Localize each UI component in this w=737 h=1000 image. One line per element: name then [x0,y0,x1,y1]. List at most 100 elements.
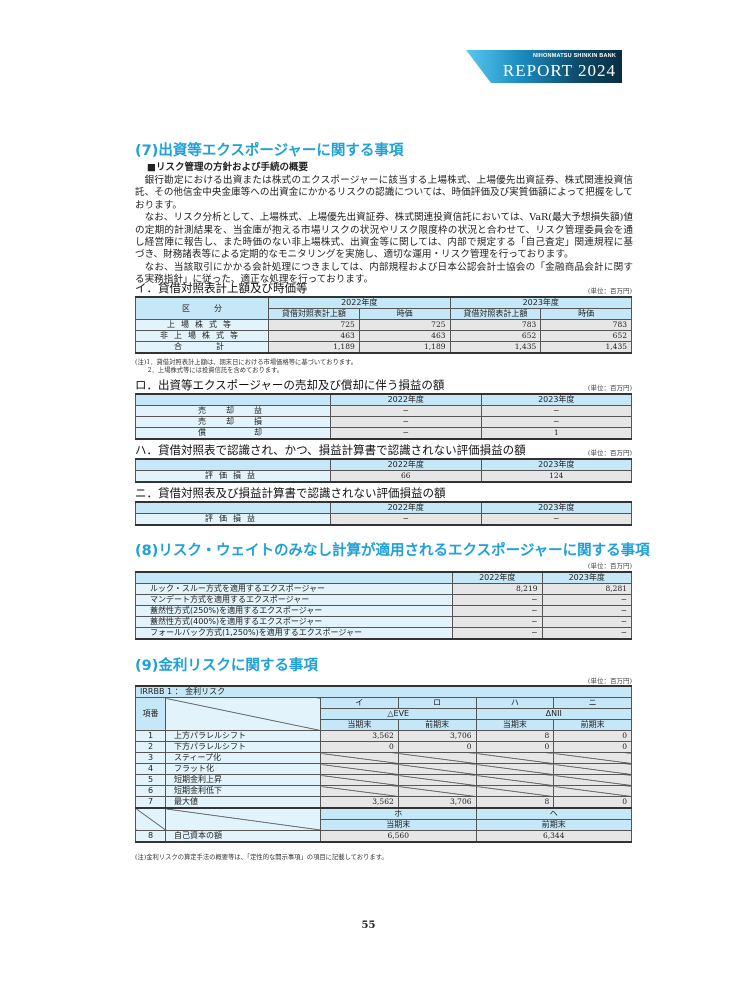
item-no-header: 項番 [135,697,166,731]
group-header: △EVE [320,708,477,720]
item-no: 8 [135,830,166,843]
blank-header [135,393,331,406]
col-letter: ハ [475,697,555,709]
row-label: 売 却 益 [135,405,331,417]
item-no: 5 [135,774,166,786]
table-row: 売 却 損 − − [135,416,632,428]
table-row: 上場株式等 725 725 783 783 [135,319,632,331]
value-cell: 6,344 [475,830,632,843]
col-letter: ヘ [475,807,632,820]
row-label: 上場株式等 [135,319,269,331]
row-label: 蓋然性方式(400%)を適用するエクスポージャー [135,616,453,628]
not-applicable-cell [397,752,477,764]
row-label: 売 却 損 [135,416,331,428]
value-cell: 8 [475,730,555,742]
row-label: 評価損益 [135,470,331,483]
value-cell: 3,706 [397,730,477,742]
col-letter: ロ [397,697,477,709]
item-no: 2 [135,741,166,753]
value-cell: 0 [397,741,477,753]
value-cell: − [480,513,632,526]
value-cell: 783 [449,319,542,331]
table-row: 2 下方パラレルシフト 0 0 0 0 [135,741,632,753]
period-header: 当期末 [320,719,399,731]
not-applicable-cell [397,763,477,775]
table-ni-heading: ニ．貸借対照表及び損益計算書で認識されない評価損益の額 [135,486,446,500]
year-header: 2023年度 [541,571,632,584]
table-row: 償 却 −1 [135,427,632,440]
value-cell: 6,560 [320,830,477,843]
table-i-notes: (注)1．貸借対照表計上額は、期末日における市場価格等に基づいております。 2．… [135,359,357,375]
value-cell: − [541,594,632,606]
unit-label: (単位：百万円) [587,384,632,392]
value-cell: − [452,627,543,640]
table-row: 3 スティープ化 [135,752,632,764]
value-cell: − [330,405,482,417]
table-title: IRRBB 1 ： 金利リスク [135,685,632,698]
unit-label: (単位：百万円) [587,562,632,570]
section-8-title: (8)リスク・ウェイトのみなし計算が適用されるエクスポージャーに関する事項 [135,543,650,559]
table-ro-heading: ロ．出資等エクスポージャーの売却及び償却に伴う損益の額 [135,378,445,392]
row-label: 上方パラレルシフト [165,730,321,742]
section-7-title: (7)出資等エクスポージャーに関する事項 [135,143,404,159]
table-row: 1 上方パラレルシフト 3,562 3,706 8 0 [135,730,632,742]
value-cell: − [330,513,482,526]
unit-label: (単位：百万円) [587,287,632,295]
table-ni: 2022年度 2023年度 評価損益 − − [135,501,632,526]
year-header: 2023年度 [480,393,632,406]
value-cell: 8,219 [452,583,543,595]
table-row: マンデート方式を適用するエクスポージャー − − [135,594,632,606]
value-cell: − [330,416,482,428]
unit-label: (単位：百万円) [587,449,632,457]
table-row: 非上場株式等 463 463 652 652 [135,330,632,342]
value-cell: 3,562 [320,796,399,809]
value-cell: 463 [358,330,451,342]
not-applicable-cell [553,752,632,764]
not-applicable-cell [553,774,632,786]
year-header: 2022年度 [268,296,451,309]
group-header: ΔNII [475,708,632,720]
year-header: 2022年度 [330,458,482,471]
table-i: 区 分 2022年度 2023年度 貸借対照表計上額 時価 貸借対照表計上額 時価 上… [135,296,632,354]
year-header: 2023年度 [480,501,632,514]
value-cell: 0 [553,796,632,809]
not-applicable-cell [475,774,555,786]
col-letter: ニ [553,697,632,709]
row-label: スティープ化 [165,752,321,764]
not-applicable-cell [320,774,399,786]
row-label: ルック・スルー方式を適用するエクスポージャー [135,583,453,595]
value-cell: 66 [330,470,482,483]
value-cell: 1 [480,427,632,440]
item-no: 1 [135,730,166,742]
page-number: 55 [361,920,376,931]
sub-header: 貸借対照表計上額 [268,308,360,320]
report-banner-logo: NIHONMATSU SHINKIN BANK REPORT 2024 [466,50,622,83]
value-cell: 1,189 [358,341,451,354]
not-applicable-cell [475,785,555,797]
row-label: フラット化 [165,763,321,775]
table-row: 評価損益 66 124 [135,470,632,483]
row-label: フォールバック方式(1,250%)を適用するエクスポージャー [135,627,453,640]
value-cell: 725 [358,319,451,331]
row-label: 非上場株式等 [135,330,269,342]
value-cell: 1,189 [268,341,360,354]
table-ha-heading: ハ．貸借対照表で認識され、かつ、損益計算書で認識されない評価損益の額 [135,443,526,457]
period-header: 前期末 [553,719,632,731]
not-applicable-cell [397,774,477,786]
year-header: 2022年度 [330,501,482,514]
value-cell: 463 [268,330,360,342]
table-9-irrbb: IRRBB 1 ： 金利リスク 項番 イロハニ △EVE ΔNII 当期末 前期末当… [135,685,632,843]
table-ro: 2022年度 2023年度 売 却 益 − − 売 却 損 − − 償 却 −1 [135,393,632,440]
row-label: マンデート方式を適用するエクスポージャー [135,594,453,606]
row-label: 短期金利上昇 [165,774,321,786]
value-cell: 0 [475,741,555,753]
table-i-heading: イ．貸借対照表計上額及び時価等 [135,281,308,295]
year-header: 2022年度 [452,571,543,584]
value-cell: 652 [449,330,542,342]
section-9-title: (9)金利リスクに関する事項 [135,658,318,674]
blank-header [135,458,331,471]
item-no: 3 [135,752,166,764]
row-label: 短期金利低下 [165,785,321,797]
diagonal-cell [135,807,166,831]
table-row: 6 短期金利低下 [135,785,632,797]
